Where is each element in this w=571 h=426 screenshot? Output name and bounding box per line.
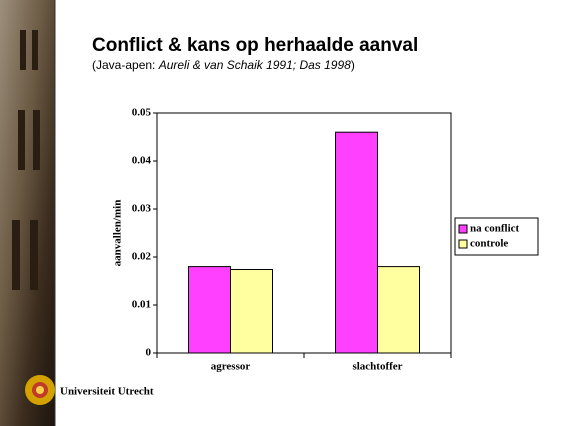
legend-label: controle [470,238,508,250]
x-tick-label: agressor [211,361,251,373]
y-axis-label: aanvallen/min [112,200,124,267]
bar [189,267,231,353]
title: Conflict & kans op herhaalde aanval [92,35,418,56]
subtitle-part: (Java-apen: [92,58,159,72]
bar [231,269,273,353]
institution: Universiteit Utrecht [60,386,154,398]
legend-label: na conflict [470,223,520,235]
y-tick-label: 0.04 [132,155,152,167]
y-tick-label: 0.03 [132,203,152,215]
legend-swatch [459,225,467,233]
bar [336,132,378,353]
y-tick-label: 0.05 [132,107,152,119]
subtitle: (Java-apen: Aureli & van Schaik 1991; Da… [92,58,355,72]
legend-swatch [459,240,467,248]
page: {"header": {"title": "Conflict & kans op… [0,0,571,426]
slide: Conflict & kans op herhaalde aanval (Jav… [0,0,571,426]
subtitle-part: ) [351,58,355,72]
x-tick-label: slachtoffer [352,361,402,373]
y-tick-label: 0.01 [132,299,151,311]
subtitle-part: Aureli & van Schaik 1991; Das 1998 [158,58,351,72]
bar [378,267,420,353]
y-tick-label: 0.02 [132,251,152,263]
logo [25,375,55,405]
tower-photo [0,0,55,426]
y-tick-label: 0 [146,347,152,359]
